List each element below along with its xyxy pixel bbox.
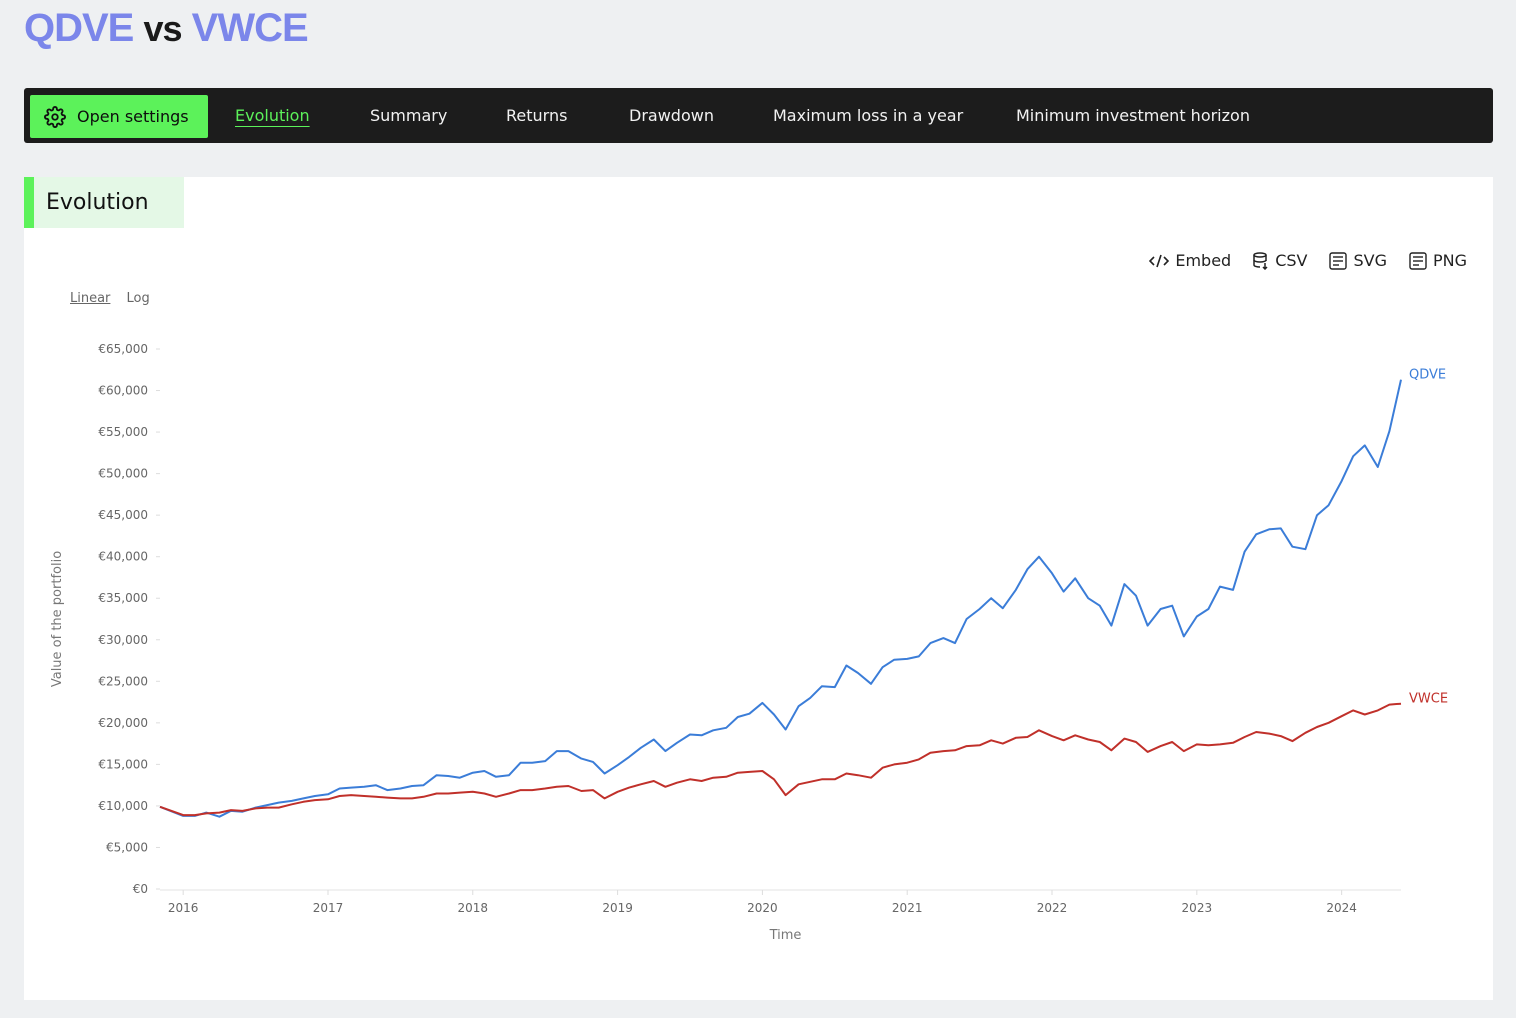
x-tick-label: 2023 — [1182, 901, 1213, 915]
tab-returns[interactable]: Returns — [506, 106, 568, 125]
scale-log-option[interactable]: Log — [126, 291, 150, 306]
embed-label: Embed — [1175, 251, 1232, 270]
page-title: QDVE vs VWCE — [24, 4, 309, 53]
tab-maximum-loss[interactable]: Maximum loss in a year — [773, 106, 964, 125]
tab-summary[interactable]: Summary — [370, 106, 448, 125]
evolution-card: Evolution Embed CSV SVG PNG L — [24, 177, 1493, 1000]
fund-a-name: QDVE — [24, 6, 134, 50]
x-tick-label: 2018 — [458, 901, 489, 915]
export-toolbar: Embed CSV SVG PNG — [1149, 251, 1467, 270]
scale-linear-option[interactable]: Linear — [70, 291, 111, 306]
scale-toggle: Linear Log — [70, 291, 162, 306]
database-icon — [1253, 251, 1268, 270]
csv-button[interactable]: CSV — [1253, 251, 1307, 270]
y-tick-label: €30,000 — [98, 633, 148, 647]
series-line-qdve — [159, 379, 1402, 818]
x-tick-label: 2024 — [1326, 901, 1357, 915]
x-tick-label: 2020 — [747, 901, 778, 915]
png-button[interactable]: PNG — [1409, 251, 1467, 270]
x-tick-label: 2022 — [1037, 901, 1068, 915]
y-tick-label: €0 — [133, 882, 148, 896]
svg-label: SVG — [1353, 251, 1387, 270]
code-icon — [1149, 254, 1170, 267]
x-tick-label: 2016 — [168, 901, 199, 915]
section-title: Evolution — [24, 177, 184, 228]
svg-file-icon — [1329, 251, 1348, 270]
x-tick-label: 2017 — [313, 901, 344, 915]
y-tick-label: €35,000 — [98, 591, 148, 605]
y-tick-label: €15,000 — [98, 757, 148, 771]
tab-evolution[interactable]: Evolution — [235, 106, 310, 125]
embed-button[interactable]: Embed — [1149, 251, 1231, 270]
csv-label: CSV — [1275, 251, 1308, 270]
y-tick-label: €40,000 — [98, 550, 148, 564]
top-navbar: Open settings Evolution Summary Returns … — [24, 88, 1493, 143]
x-tick-label: 2021 — [892, 901, 923, 915]
y-tick-label: €10,000 — [98, 799, 148, 813]
svg-button[interactable]: SVG — [1329, 251, 1387, 270]
fund-b-name: VWCE — [191, 6, 309, 50]
gear-icon — [44, 105, 66, 128]
y-tick-label: €25,000 — [98, 674, 148, 688]
y-tick-label: €20,000 — [98, 716, 148, 730]
series-label-vwce: VWCE — [1409, 692, 1448, 707]
y-tick-label: €50,000 — [98, 467, 148, 481]
y-tick-label: €5,000 — [106, 840, 148, 854]
y-tick-label: €55,000 — [98, 425, 148, 439]
evolution-chart: €0 €5,000 €10,000 €15,000 €20,000 €25,000 €30,… — [50, 342, 1448, 943]
png-label: PNG — [1432, 251, 1467, 270]
y-axis-title: Value of the portfolio — [50, 551, 65, 687]
png-file-icon — [1409, 251, 1427, 270]
tab-minimum-horizon[interactable]: Minimum investment horizon — [1016, 106, 1250, 125]
series-label-qdve: QDVE — [1409, 368, 1446, 383]
x-tick-label: 2019 — [602, 901, 633, 915]
open-settings-button[interactable]: Open settings — [30, 95, 208, 138]
tab-drawdown[interactable]: Drawdown — [629, 106, 714, 125]
vs-label: vs — [143, 8, 182, 49]
y-tick-label: €65,000 — [98, 342, 148, 356]
y-tick-label: €45,000 — [98, 508, 148, 522]
open-settings-label: Open settings — [77, 107, 189, 126]
series-line-vwce — [159, 702, 1402, 817]
y-tick-label: €60,000 — [98, 384, 148, 398]
x-axis-title: Time — [769, 928, 802, 943]
